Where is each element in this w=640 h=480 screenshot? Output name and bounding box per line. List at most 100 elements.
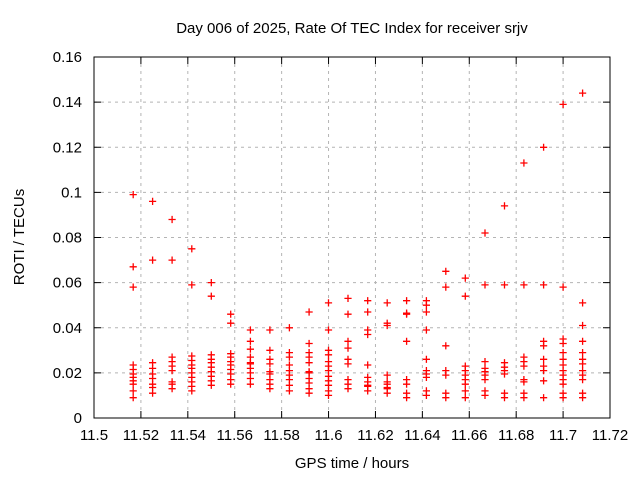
data-point-marker — [364, 330, 372, 339]
data-point-marker — [364, 361, 372, 369]
data-point-marker — [266, 326, 274, 334]
y-tick-label: 0.06 — [53, 275, 82, 292]
data-point-marker — [246, 326, 254, 334]
data-point-marker — [442, 267, 450, 275]
data-point-marker — [579, 321, 587, 330]
x-axis-label: GPS time / hours — [295, 455, 409, 472]
data-point-marker — [266, 360, 274, 368]
y-tick-label: 0.1 — [61, 184, 82, 201]
data-point-marker — [579, 394, 587, 402]
data-point-marker — [422, 391, 430, 399]
data-point-marker — [403, 380, 411, 388]
data-point-marker — [481, 391, 489, 399]
data-point-marker — [481, 229, 489, 237]
data-point-marker — [422, 301, 430, 309]
data-point-marker — [461, 380, 469, 388]
data-point-marker — [579, 360, 587, 368]
y-tick-label: 0.08 — [53, 230, 82, 247]
data-point-marker — [422, 373, 430, 381]
data-point-marker — [129, 387, 137, 395]
data-point-marker — [207, 279, 215, 287]
data-point-marker — [305, 359, 313, 367]
y-tick-label: 0.02 — [53, 365, 82, 382]
data-point-marker — [442, 342, 450, 350]
data-point-marker — [344, 344, 352, 352]
x-tick-label: 11.7 — [549, 427, 577, 444]
data-point-marker — [129, 263, 137, 271]
data-point-marker — [481, 376, 489, 384]
data-point-marker — [500, 370, 509, 378]
data-point-marker — [364, 308, 372, 316]
data-point-marker — [461, 394, 469, 402]
x-tick-label: 11.68 — [498, 427, 534, 444]
data-point-marker — [540, 281, 548, 289]
data-points — [129, 89, 587, 402]
data-point-marker — [227, 310, 235, 318]
data-point-marker — [285, 324, 293, 332]
data-point-marker — [559, 100, 567, 108]
data-point-marker — [500, 394, 509, 402]
y-tick-label: 0.14 — [53, 94, 82, 111]
data-point-marker — [285, 353, 293, 361]
data-point-marker — [383, 389, 391, 397]
data-point-marker — [227, 319, 235, 327]
x-tick-label: 11.72 — [592, 427, 628, 444]
data-point-marker — [188, 245, 196, 253]
data-point-marker — [324, 299, 333, 307]
data-point-marker — [324, 326, 333, 334]
data-point-marker — [461, 387, 469, 395]
data-point-marker — [344, 360, 352, 368]
data-point-marker — [403, 310, 411, 318]
x-tick-label: 11.56 — [217, 427, 253, 444]
data-point-marker — [520, 362, 528, 370]
x-tick-label: 11.58 — [263, 427, 299, 444]
data-point-marker — [168, 256, 176, 264]
data-point-marker — [266, 385, 274, 393]
data-point-marker — [540, 355, 548, 363]
data-point-marker — [266, 346, 274, 354]
y-tick-label: 0.12 — [53, 139, 82, 156]
data-point-marker — [540, 394, 548, 402]
data-point-marker — [344, 385, 352, 393]
data-point-marker — [324, 351, 333, 359]
data-point-marker — [383, 299, 391, 307]
data-point-marker — [520, 378, 528, 386]
data-point-marker — [422, 355, 430, 363]
data-point-marker — [442, 283, 450, 291]
data-point-marker — [559, 339, 567, 348]
x-tick-label: 11.5 — [80, 427, 108, 444]
data-point-marker — [129, 191, 137, 199]
data-point-marker — [403, 337, 411, 345]
data-point-marker — [383, 371, 391, 379]
data-point-marker — [383, 321, 391, 330]
x-tick-label: 11.64 — [404, 427, 440, 444]
data-point-marker — [207, 292, 215, 300]
data-point-marker — [305, 339, 313, 348]
data-point-marker — [188, 281, 196, 289]
y-tick-label: 0.04 — [53, 320, 82, 337]
data-point-marker — [500, 202, 509, 210]
data-point-marker — [168, 367, 176, 375]
x-tick-label: 11.62 — [357, 427, 393, 444]
data-point-marker — [246, 345, 254, 353]
data-point-marker — [579, 337, 587, 345]
data-point-marker — [188, 387, 196, 395]
data-point-marker — [305, 308, 313, 316]
data-point-marker — [246, 380, 254, 388]
data-point-marker — [422, 308, 430, 316]
data-point-marker — [246, 337, 254, 345]
chart-title: Day 006 of 2025, Rate Of TEC Index for r… — [176, 20, 528, 37]
data-point-marker — [500, 281, 509, 289]
data-point-marker — [168, 385, 176, 393]
axis-ticks — [93, 56, 611, 419]
axis-tick-labels: 11.5 11.52 11.54 11.56 11.58 11.6 11.62 11.64 11… — [53, 49, 628, 444]
data-point-marker — [344, 337, 352, 345]
data-point-marker — [422, 326, 430, 334]
data-point-marker — [403, 297, 411, 305]
x-tick-label: 11.54 — [170, 427, 206, 444]
grid-lines — [94, 57, 610, 418]
data-point-marker — [559, 349, 567, 357]
data-point-marker — [129, 394, 137, 402]
data-point-marker — [168, 215, 176, 224]
